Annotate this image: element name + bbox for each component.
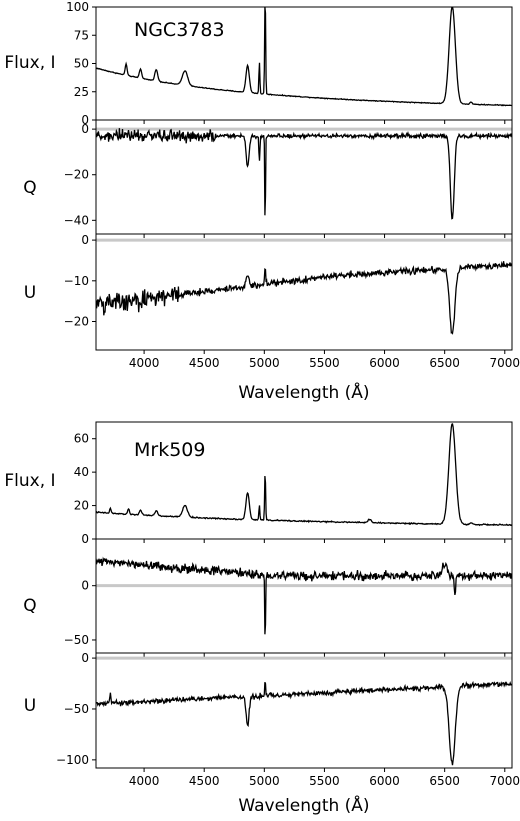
y-tick-label: −20: [64, 168, 89, 182]
y-tick-label: 0: [81, 113, 89, 127]
y-tick-label: 0: [81, 122, 89, 136]
panel-frame: [95, 652, 513, 769]
figure-NGC3783: 0 25 50 75 100 Flux, I 0 −20 −40 Q 0 −10 −20 U 4000 450…: [4, 0, 520, 403]
spectrum-line-Q: [96, 128, 512, 220]
y-tick-label: −40: [64, 213, 89, 227]
y-tick-label: −20: [64, 315, 89, 329]
x-tick-label: 7000: [490, 774, 520, 788]
x-tick-label: 6500: [429, 774, 460, 788]
panel-frame: [95, 538, 513, 654]
y-tick-label: 100: [66, 0, 89, 14]
y-axis-label: U: [24, 696, 36, 716]
panel-U: 0 −10 −20 U: [24, 233, 513, 354]
y-axis-label: Flux, I: [4, 471, 55, 491]
x-tick-label: 4000: [129, 356, 160, 370]
y-tick-label: 0: [81, 233, 89, 247]
x-tick-label: 6500: [429, 356, 460, 370]
spectrum-line-Q: [96, 556, 512, 635]
x-tick-label: 4000: [129, 774, 160, 788]
x-tick-label: 5500: [309, 774, 340, 788]
x-tick-label: 6000: [369, 356, 400, 370]
x-tick-label: 6000: [369, 774, 400, 788]
spectrum-line-Flux, I: [96, 7, 512, 107]
y-tick-label: 75: [74, 28, 89, 42]
x-tick-label: 5000: [249, 774, 280, 788]
y-tick-label: 25: [74, 85, 89, 99]
spectrum-line-U: [96, 260, 512, 335]
spectrum-line-U: [96, 680, 512, 766]
object-name-label: Mrk509: [134, 439, 205, 461]
y-tick-label: 60: [74, 432, 89, 446]
figure-Mrk509: 0 20 40 60 Flux, I 0 −50 Q 0 −50 −100 U 4000 4500 5000…: [4, 421, 520, 816]
x-tick-label: 5500: [309, 356, 340, 370]
panel-U: 0 −50 −100 U: [24, 651, 513, 772]
spectrum-line-Flux, I: [96, 423, 512, 527]
y-tick-label: −100: [56, 753, 89, 767]
y-axis-label: Q: [23, 596, 36, 616]
x-tick-label: 7000: [490, 356, 520, 370]
x-tick-label: 4500: [189, 356, 220, 370]
panel-frame: [95, 233, 513, 351]
y-axis-label: Q: [23, 178, 36, 198]
x-tick-label: 5000: [249, 356, 280, 370]
y-tick-label: 0: [81, 532, 89, 546]
panel-Q: 0 −50 Q: [23, 538, 513, 657]
object-name-label: NGC3783: [134, 19, 225, 41]
panel-Q: 0 −20 −40 Q: [23, 119, 513, 238]
y-tick-label: 20: [74, 499, 89, 513]
x-tick-label: 4500: [189, 774, 220, 788]
x-axis-label: Wavelength (Å): [238, 794, 369, 816]
y-axis-label: Flux, I: [4, 53, 55, 73]
y-tick-label: −10: [64, 274, 89, 288]
y-tick-label: 50: [74, 57, 89, 71]
panel-Flux, I: 0 20 40 60 Flux, I: [4, 421, 513, 546]
x-axis-label: Wavelength (Å): [238, 381, 369, 403]
y-tick-label: 0: [81, 579, 89, 593]
y-axis-label: U: [24, 283, 36, 303]
panel-Flux, I: 0 25 50 75 100 Flux, I: [4, 0, 513, 127]
y-tick-label: 0: [81, 651, 89, 665]
y-tick-label: 40: [74, 465, 89, 479]
y-tick-label: −50: [64, 702, 89, 716]
y-tick-label: −50: [64, 633, 89, 647]
